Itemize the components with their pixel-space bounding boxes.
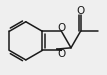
Text: O: O (58, 23, 66, 33)
Text: O: O (58, 49, 66, 59)
Text: O: O (76, 6, 84, 16)
